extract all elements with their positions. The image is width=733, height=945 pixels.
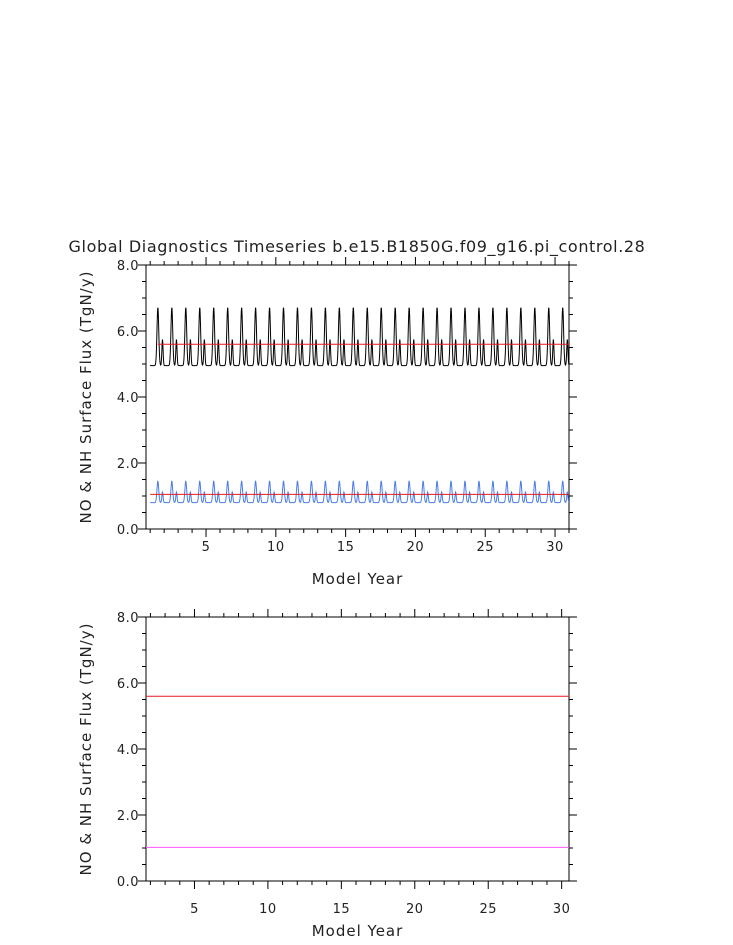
- x-tick-label: 25: [476, 540, 494, 555]
- x-tick-label: 5: [190, 902, 199, 917]
- x-tick-label: 30: [546, 540, 564, 555]
- x-tick-label: 30: [553, 902, 571, 917]
- top-chart-panel: 5 10 15 20 25 30 0.0 2.0 4.0 6.0 8.0 Model Year NO &…: [77, 257, 577, 588]
- x-tick-label: 10: [267, 540, 285, 555]
- y-tick-label: 4.0: [117, 391, 139, 406]
- x-tick-label: 15: [337, 540, 355, 555]
- y-tick-label: 8.0: [117, 259, 139, 274]
- series-line: [149, 307, 569, 367]
- x-tick-label: 15: [333, 902, 351, 917]
- figure-title: Global Diagnostics Timeseries b.e15.B185…: [69, 237, 646, 257]
- y-axis-label: NO & NH Surface Flux (TgN/y): [77, 623, 95, 876]
- x-tick-label: 10: [259, 902, 277, 917]
- x-axis-label: Model Year: [312, 570, 404, 588]
- x-axis-label: Model Year: [312, 922, 404, 940]
- bottom-chart-panel: 5 10 15 20 25 30 0.0 2.0 4.0 6.0 8.0 Model Year NO &…: [77, 609, 577, 940]
- x-tick-label: 20: [407, 540, 425, 555]
- y-axis-label: NO & NH Surface Flux (TgN/y): [77, 271, 95, 524]
- x-tick-label: 5: [202, 540, 211, 555]
- y-tick-label: 4.0: [117, 743, 139, 758]
- plot-frame: [145, 616, 570, 882]
- y-tick-label: 0.0: [117, 875, 139, 890]
- x-tick-label: 25: [479, 902, 497, 917]
- series-line: [149, 480, 569, 504]
- y-tick-label: 2.0: [117, 457, 139, 472]
- y-tick-label: 6.0: [117, 677, 139, 692]
- y-tick-label: 6.0: [117, 325, 139, 340]
- y-tick-label: 0.0: [117, 523, 139, 538]
- x-tick-label: 20: [406, 902, 424, 917]
- y-tick-label: 2.0: [117, 809, 139, 824]
- y-tick-label: 8.0: [117, 611, 139, 626]
